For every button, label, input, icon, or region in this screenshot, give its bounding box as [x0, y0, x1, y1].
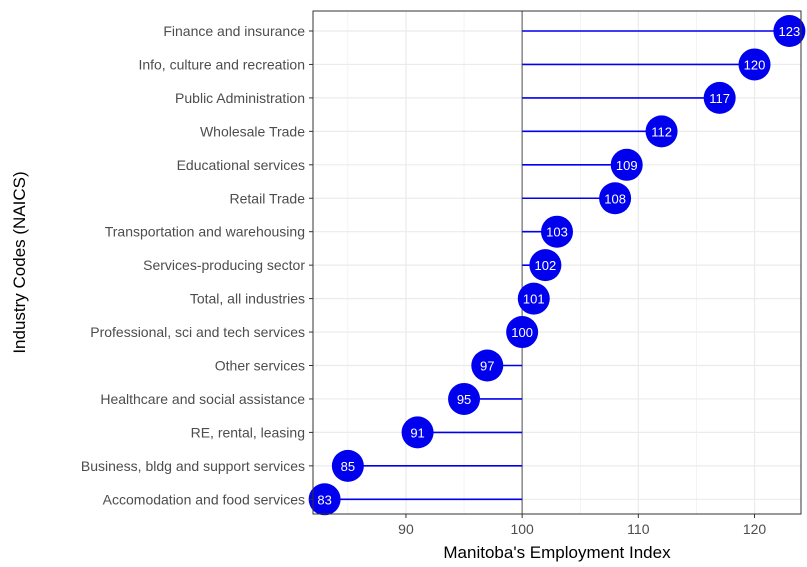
- data-label: 101: [523, 292, 545, 307]
- data-label: 100: [511, 325, 533, 340]
- category-label: Business, bldg and support services: [81, 458, 305, 474]
- value-labels: 123 120 117 112 109 108 103 102 101 100 97 95 91 85 83: [317, 24, 800, 507]
- category-label: Educational services: [177, 157, 305, 173]
- data-point: [599, 182, 632, 215]
- data-label: 95: [457, 392, 471, 407]
- data-label: 117: [709, 91, 730, 106]
- data-point: [773, 15, 806, 47]
- data-label: 91: [410, 425, 424, 440]
- data-point: [645, 115, 678, 148]
- data-point: [308, 483, 341, 516]
- x-tick-label: 90: [398, 521, 414, 537]
- y-axis-title: Industry Codes (NAICS): [10, 171, 29, 353]
- data-label: 109: [616, 158, 638, 173]
- data-label: 85: [341, 459, 355, 474]
- category-label: Services-producing sector: [143, 257, 305, 273]
- category-label: Wholesale Trade: [200, 123, 305, 139]
- category-label: Retail Trade: [230, 190, 306, 206]
- data-point: [331, 449, 364, 482]
- data-label: 83: [317, 492, 331, 507]
- data-label: 112: [651, 124, 672, 139]
- points: [308, 15, 806, 516]
- category-label: Total, all industries: [190, 291, 305, 307]
- data-point: [401, 416, 434, 449]
- category-label: Finance and insurance: [163, 23, 305, 39]
- data-label: 97: [480, 359, 494, 374]
- category-label: Healthcare and social assistance: [100, 391, 305, 407]
- x-axis-title: Manitoba's Employment Index: [443, 543, 671, 562]
- x-tick-label: 120: [743, 521, 767, 537]
- category-label: Public Administration: [175, 90, 305, 106]
- data-point: [506, 316, 539, 349]
- category-label: Other services: [215, 358, 305, 374]
- data-label: 103: [546, 225, 568, 240]
- data-label: 123: [779, 24, 801, 39]
- data-point: [610, 148, 643, 181]
- x-axis-ticks: 90 100 110 120: [398, 514, 766, 537]
- data-point: [541, 215, 573, 248]
- data-point: [529, 249, 562, 282]
- category-label: Accomodation and food services: [103, 491, 305, 507]
- data-label: 120: [744, 57, 766, 72]
- stems: [324, 30, 790, 501]
- panel-border: [312, 10, 802, 515]
- data-point: [448, 382, 481, 415]
- data-point: [703, 81, 736, 114]
- category-label: Transportation and warehousing: [105, 224, 305, 240]
- data-point: [471, 349, 504, 382]
- x-tick-label: 100: [510, 521, 534, 537]
- data-point: [738, 48, 771, 81]
- data-label: 108: [604, 191, 626, 206]
- y-axis-ticks: Finance and insurance Info, culture and r…: [81, 23, 313, 507]
- data-label: 102: [535, 258, 557, 273]
- x-tick-label: 110: [627, 521, 650, 537]
- category-label: Professional, sci and tech services: [90, 324, 305, 340]
- category-label: Info, culture and recreation: [138, 56, 305, 72]
- category-label: RE, rental, leasing: [191, 424, 305, 440]
- data-point: [517, 282, 550, 315]
